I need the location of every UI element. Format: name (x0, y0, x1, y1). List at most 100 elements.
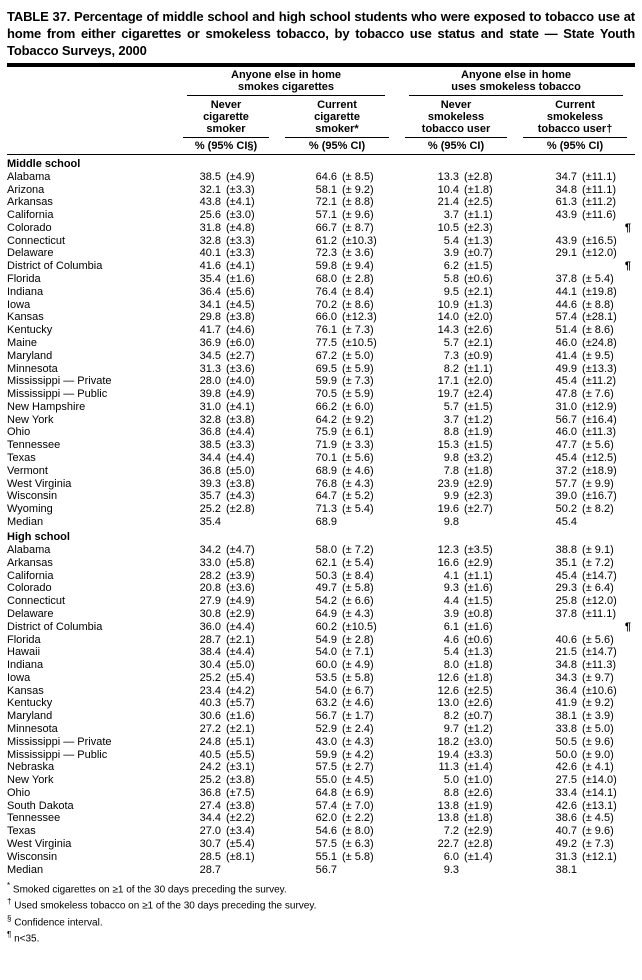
percent-value: 59.9 (315, 748, 337, 761)
ci-value: (±2.9) (226, 607, 255, 620)
percent-value: 13.8 (437, 799, 460, 812)
percent-value: 28.5 (199, 850, 221, 863)
table-row: Wyoming 25.2 (±2.8) 71.3 (± 5.4) 19.6 (±2.7) 50… (7, 503, 635, 516)
ci-value: (± 1.7) (342, 710, 374, 723)
percent-value: 24.2 (199, 761, 221, 774)
percent-value: 58.1 (315, 183, 337, 196)
percent-value: 40.7 (555, 825, 578, 838)
table-row: Mississippi — Private 28.0 (±4.0) 59.9 (± 7.… (7, 375, 635, 388)
ci-value: (±10.6) (582, 684, 617, 697)
table-row: Indiana 30.4 (±5.0) 60.0 (± 4.9) 8.0 (±1.8) 34.… (7, 659, 635, 672)
ci-value: (±1.8) (464, 671, 493, 684)
percent-value: 19.7 (437, 388, 460, 401)
percent-value: 61.2 (315, 234, 337, 247)
ci-value: (±1.6) (464, 582, 493, 595)
ci-value: (±4.6) (226, 324, 255, 337)
percent-value: 6.1 (443, 620, 460, 633)
ci-value: (±4.4) (226, 620, 255, 633)
ci-value: (±2.1) (464, 285, 493, 298)
ci-value: (± 9.7) (582, 671, 614, 684)
footnote-symbol: § (7, 913, 12, 923)
state-name: Florida (7, 273, 41, 286)
percent-value: 23.4 (199, 684, 221, 697)
ci-value: (±12.3) (342, 311, 377, 324)
ci-value: (±11.2) (582, 196, 616, 209)
ci-value: (±5.0) (226, 659, 255, 672)
ci-value: (±2.7) (464, 503, 493, 516)
percent-value: 36.9 (199, 336, 221, 349)
state-name: Mississippi — Public (7, 388, 108, 401)
state-name: South Dakota (7, 799, 74, 812)
percent-value: 13.3 (437, 170, 460, 183)
state-name: Kentucky (7, 324, 53, 337)
percent-value: 76.4 (315, 285, 337, 298)
ci-value: (± 2.4) (342, 722, 374, 735)
state-name: Kansas (7, 311, 44, 324)
ci-value: (± 3.3) (342, 439, 374, 452)
percent-value: 70.2 (315, 298, 337, 311)
percent-value: 44.6 (555, 298, 578, 311)
ci-value: (± 2.8) (342, 273, 374, 286)
ci-value: (±0.8) (464, 607, 493, 620)
ci-value: (±12.5) (582, 451, 617, 464)
ci-value: (±3.1) (226, 761, 255, 774)
percent-value: 9.3 (443, 582, 460, 595)
table-row: West Virginia 30.7 (±5.4) 57.5 (± 6.3) 22.7 (±… (7, 838, 635, 851)
percent-value: 30.4 (199, 659, 221, 672)
ci-value: (±1.9) (464, 426, 493, 439)
percent-value: 39.0 (555, 490, 578, 503)
percent-value: 56.7 (315, 863, 337, 876)
table-row: Tennessee 34.4 (±2.2) 62.0 (± 2.2) 13.8 (±1.8)… (7, 812, 635, 825)
percent-value: 22.7 (437, 838, 460, 851)
percent-value: 57.7 (555, 477, 578, 490)
percent-value: 54.2 (315, 595, 337, 608)
ci-value: (±6.0) (226, 336, 255, 349)
ci-value: (±14.7) (582, 569, 617, 582)
ci-value: (± 8.4) (342, 285, 374, 298)
ci-value: (±2.7) (226, 349, 255, 362)
percent-value: 55.1 (315, 850, 337, 863)
ci-value: (±2.6) (464, 786, 493, 799)
ci-value: (± 4.3) (342, 607, 374, 620)
percent-value: 8.8 (443, 786, 460, 799)
ci-value: (± 5.8) (342, 582, 374, 595)
percent-value: 5.4 (443, 234, 460, 247)
percent-value: 50.5 (555, 735, 578, 748)
state-name: West Virginia (7, 838, 72, 851)
percent-value: 8.2 (443, 362, 460, 375)
percent-value: 24.8 (199, 735, 221, 748)
ci-value: (±1.3) (464, 298, 493, 311)
table-row: Wisconsin 35.7 (±4.3) 64.7 (± 5.2) 9.9 (±2.3) 3… (7, 490, 635, 503)
ci-value: (±2.5) (464, 196, 493, 209)
table-row: Connecticut 32.8 (±3.3) 61.2 (±10.3) 5.4 (±1.3… (7, 234, 635, 247)
ci-value: (±1.1) (464, 362, 493, 375)
percent-value: 8.0 (443, 659, 460, 672)
group-header-smokeless-label: Anyone else in home uses smokeless tobac… (409, 69, 624, 96)
table-row: Hawaii 38.4 (±4.4) 54.0 (± 7.1) 5.4 (±1.3) 21.5… (7, 646, 635, 659)
ci-value: (±11.1) (582, 183, 616, 196)
ci-value: (± 7.3) (582, 838, 614, 851)
table-row: Kentucky 41.7 (±4.6) 76.1 (± 7.3) 14.3 (±2.6) 5… (7, 324, 635, 337)
ci-value: (±1.9) (464, 799, 493, 812)
percent-value (515, 222, 577, 235)
table-row: Arkansas 43.8 (±4.1) 72.1 (± 8.8) 21.4 (±2.5) 6… (7, 196, 635, 209)
percent-value: 50.0 (555, 748, 578, 761)
table-row: Iowa 25.2 (±5.4) 53.5 (± 5.8) 12.6 (±1.8) 34.3 (… (7, 671, 635, 684)
ci-value: (±11.3) (582, 426, 616, 439)
percent-value: 71.3 (315, 503, 337, 516)
ci-value: (±3.3) (226, 439, 255, 452)
percent-value: 34.4 (199, 812, 221, 825)
ci-value: (± 5.6) (342, 451, 374, 464)
percent-value: 3.7 (443, 209, 460, 222)
percent-value: 58.0 (315, 544, 337, 557)
percent-value: 45.4 (555, 375, 578, 388)
percent-value: 43.9 (555, 209, 578, 222)
state-name: New York (7, 774, 54, 787)
ci-value: (±3.3) (226, 247, 255, 260)
unit-header: % (95% CI) (397, 138, 516, 155)
state-name: Nebraska (7, 761, 55, 774)
percent-value: 59.9 (315, 375, 337, 388)
ci-value: (± 8.0) (342, 825, 374, 838)
ci-value: (± 9.2) (582, 697, 614, 710)
table-row: Arkansas 33.0 (±5.8) 62.1 (± 5.4) 16.6 (±2.9) 3… (7, 556, 635, 569)
